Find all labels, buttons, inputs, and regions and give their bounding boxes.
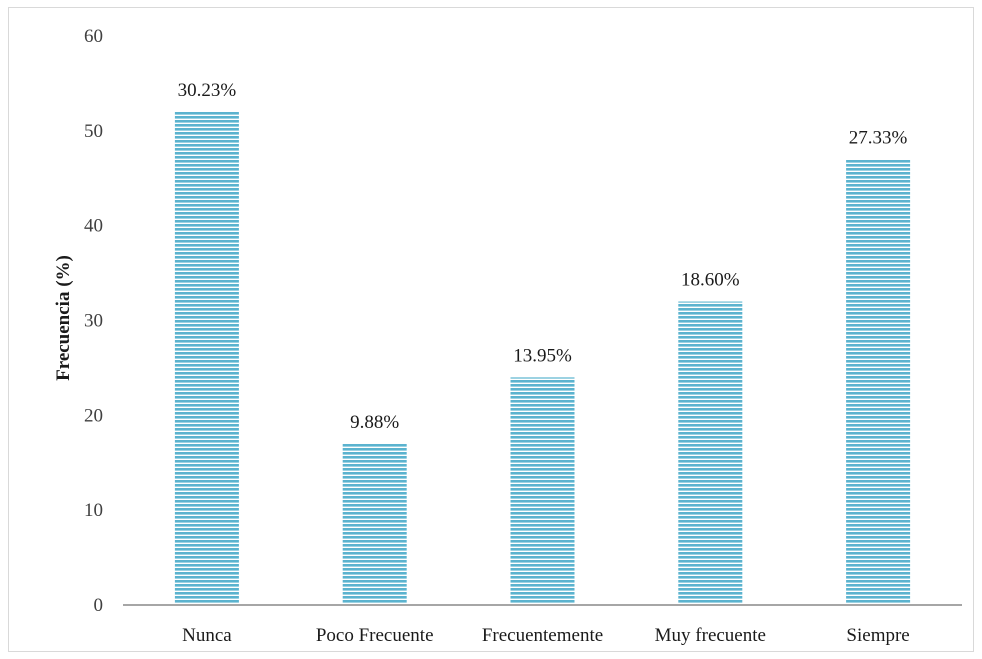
bar	[174, 111, 239, 605]
x-category-label: Siempre	[846, 625, 909, 646]
y-tick-label: 40	[84, 216, 103, 237]
x-category-label: Nunca	[182, 625, 232, 646]
x-category-label: Poco Frecuente	[316, 625, 434, 646]
chart-frame	[8, 7, 974, 652]
data-labels: 30.23% 9.88% 13.95% 18.60% 27.33%	[178, 80, 908, 433]
y-tick-label: 10	[84, 500, 103, 521]
bar	[678, 301, 743, 605]
x-axis-category-labels: Nunca Poco Frecuente Frecuentemente Muy fre…	[182, 625, 910, 646]
y-tick-label: 60	[84, 26, 103, 47]
data-label: 27.33%	[849, 127, 908, 148]
y-axis-title: Frecuencia (%)	[53, 255, 74, 381]
y-tick-label: 50	[84, 121, 103, 142]
x-category-label: Frecuentemente	[482, 625, 603, 646]
y-tick-label: 30	[84, 311, 103, 332]
bar	[846, 159, 911, 606]
bar	[342, 443, 407, 605]
bar	[510, 377, 575, 605]
y-axis-ticks: 0 10 20 30 40 50 60	[84, 26, 103, 616]
data-label: 13.95%	[513, 345, 572, 366]
y-tick-label: 20	[84, 405, 103, 426]
data-label: 30.23%	[178, 80, 237, 101]
data-label: 18.60%	[681, 270, 740, 291]
data-label: 9.88%	[350, 412, 399, 433]
bars	[174, 111, 911, 606]
x-category-label: Muy frecuente	[655, 625, 766, 646]
y-tick-label: 0	[94, 595, 104, 616]
